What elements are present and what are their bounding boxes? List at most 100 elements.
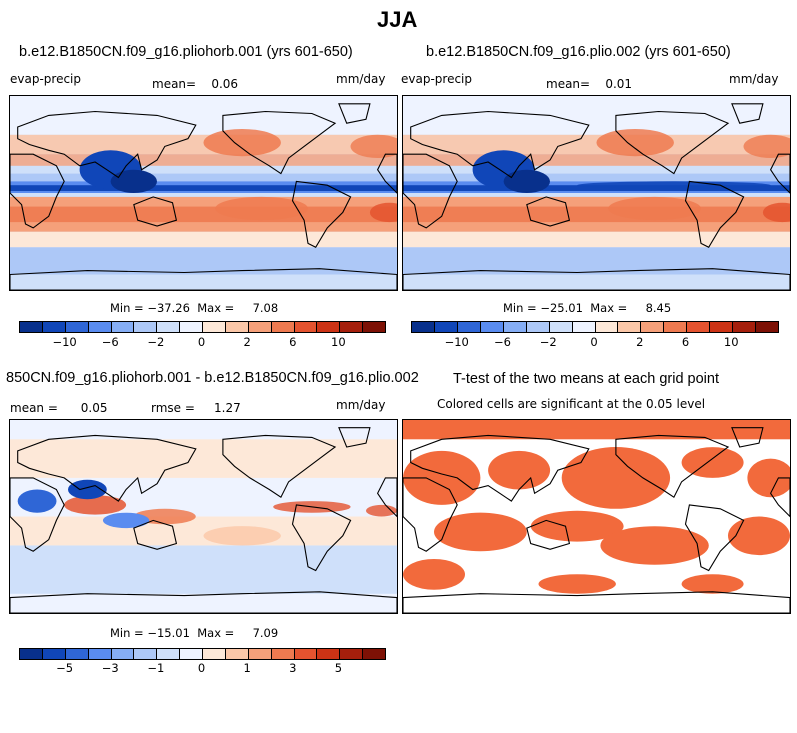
- colorbar-swatch: [340, 649, 364, 659]
- colorbar-swatch: [134, 649, 158, 659]
- coastline: [615, 110, 730, 175]
- figure-title: JJA: [377, 7, 418, 32]
- panel-3-units: mm/day: [336, 398, 386, 412]
- colorbar-tick-label: −2: [147, 335, 165, 349]
- colorbar-swatch: [271, 322, 295, 332]
- colorbar-swatch: [618, 322, 642, 332]
- colorbar-swatch: [157, 322, 181, 332]
- colorbar-swatch: [526, 322, 550, 332]
- coastline: [376, 477, 397, 518]
- colorbar-swatch: [111, 322, 135, 332]
- coastline: [403, 477, 458, 552]
- coastline: [222, 434, 337, 499]
- colorbar-swatch: [111, 649, 135, 659]
- colorbar-tick-label: −1: [147, 661, 165, 675]
- colorbar-swatch: [248, 649, 272, 659]
- colorbar-tick-label: −3: [101, 661, 119, 675]
- coastline: [684, 180, 745, 249]
- colorbar-swatch: [480, 322, 504, 332]
- colorbar-swatch: [65, 649, 89, 659]
- colorbar-tick-label: 0: [590, 335, 598, 349]
- coastline: [338, 103, 371, 124]
- panel-3-rmse: rmse = 1.27: [151, 401, 241, 415]
- panel-2-minmax: Min = −25.01 Max = 8.45: [503, 301, 672, 315]
- colorbar-swatch: [710, 322, 734, 332]
- coastline: [291, 180, 352, 249]
- panel-1-map: [9, 95, 398, 291]
- panel-3-mean: mean = 0.05: [10, 401, 108, 415]
- colorbar-tick-label: 2: [243, 335, 251, 349]
- panel-1-colorbar: [19, 321, 386, 333]
- colorbar-swatch: [42, 649, 66, 659]
- colorbar-swatch: [248, 322, 272, 332]
- colorbar-swatch: [549, 322, 573, 332]
- coastline: [769, 153, 790, 194]
- colorbar-swatch: [572, 322, 596, 332]
- colorbar-tick-label: −5: [56, 661, 74, 675]
- coastline: [410, 434, 590, 502]
- colorbar-tick-label: −6: [494, 335, 511, 349]
- coastline: [338, 427, 371, 448]
- panel-2-units: mm/day: [729, 72, 779, 86]
- coastline: [291, 504, 352, 572]
- colorbar-swatch: [412, 322, 435, 332]
- colorbar-tick-label: −10: [52, 335, 77, 349]
- colorbar-swatch: [225, 649, 249, 659]
- colorbar-tick-label: 10: [331, 335, 346, 349]
- colorbar-swatch: [733, 322, 757, 332]
- colorbar-swatch: [434, 322, 458, 332]
- colorbar-tick-label: 0: [197, 335, 206, 349]
- colorbar-tick-label: 6: [681, 335, 690, 349]
- coastline: [526, 196, 571, 227]
- colorbar-swatch: [756, 322, 778, 332]
- coastline: [17, 110, 197, 179]
- coastline: [684, 504, 745, 572]
- panel-3-title: 850CN.f09_g16.pliohorb.001 - b.e12.B1850…: [6, 370, 419, 386]
- colorbar-swatch: [20, 649, 43, 659]
- coastline: [731, 103, 764, 124]
- coastline: [376, 153, 397, 194]
- coastline: [403, 153, 458, 229]
- colorbar-swatch: [225, 322, 249, 332]
- panel-1-variable: evap-precip: [10, 72, 82, 86]
- coastline: [410, 110, 590, 179]
- coastline: [731, 427, 764, 448]
- colorbar-swatch: [88, 649, 112, 659]
- colorbar-tick-label: 0: [197, 661, 206, 675]
- panel-4-title: T-test of the two means at each grid poi…: [453, 371, 719, 387]
- colorbar-swatch: [641, 322, 665, 332]
- panel-1-units: mm/day: [336, 72, 386, 86]
- colorbar-tick-label: −10: [444, 335, 469, 349]
- coastline: [17, 434, 197, 502]
- colorbar-tick-label: −2: [539, 335, 557, 349]
- coastline: [769, 477, 790, 518]
- colorbar-swatch: [363, 649, 385, 659]
- panel-4-map: [402, 419, 791, 614]
- coastline: [403, 591, 790, 613]
- colorbar-tick-label: 2: [636, 335, 644, 349]
- colorbar-swatch: [294, 649, 318, 659]
- colorbar-swatch: [457, 322, 481, 332]
- coastline: [222, 110, 337, 175]
- colorbar-swatch: [271, 649, 295, 659]
- colorbar-tick-label: 6: [289, 335, 297, 349]
- panel-2-mean: mean= 0.01: [546, 77, 633, 91]
- coastline: [615, 434, 730, 499]
- colorbar-swatch: [65, 322, 89, 332]
- colorbar-swatch: [180, 322, 203, 332]
- panel-2-map: [402, 95, 791, 291]
- colorbar-swatch: [363, 322, 385, 332]
- colorbar-swatch: [157, 649, 181, 659]
- colorbar-swatch: [88, 322, 112, 332]
- colorbar-swatch: [595, 322, 619, 332]
- panel-3-minmax: Min = −15.01 Max = 7.09: [110, 626, 279, 640]
- coastline: [10, 153, 65, 229]
- colorbar-swatch: [503, 322, 527, 332]
- colorbar-swatch: [317, 322, 341, 332]
- panel-1-mean: mean= 0.06: [152, 77, 239, 91]
- coastline: [133, 196, 178, 227]
- colorbar-swatch: [294, 322, 318, 332]
- colorbar-swatch: [340, 322, 364, 332]
- panel-2-colorbar: [411, 321, 779, 333]
- panel-3-colorbar: [19, 648, 386, 660]
